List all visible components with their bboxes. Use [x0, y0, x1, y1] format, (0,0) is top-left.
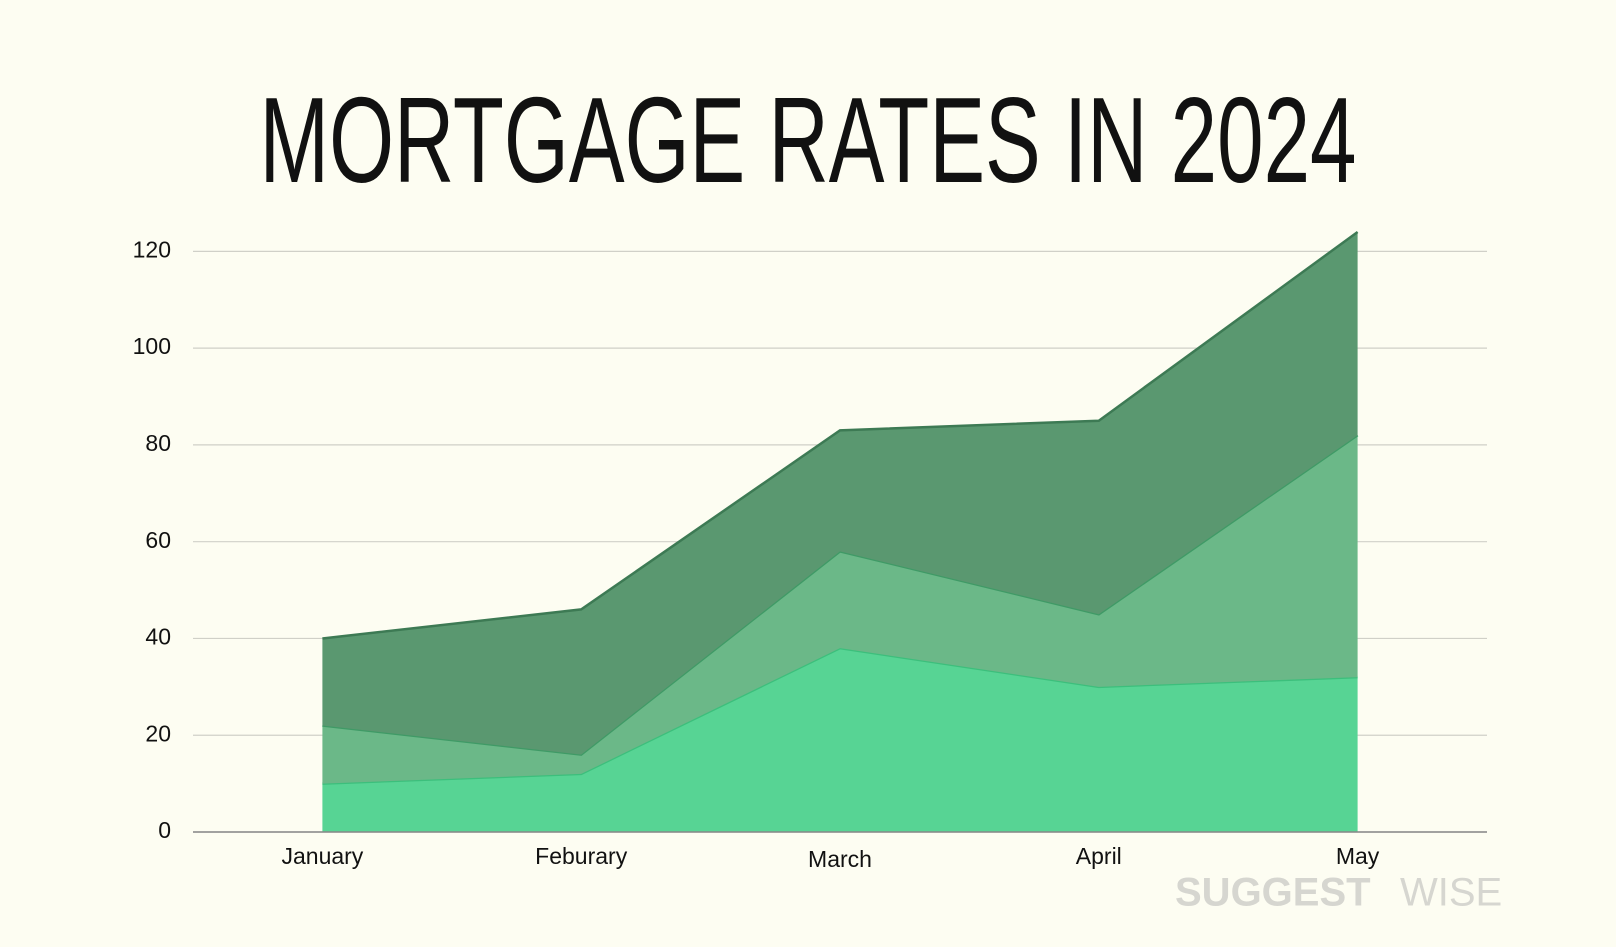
- area-edge: [322, 230, 1359, 640]
- area: [322, 435, 1358, 784]
- area: [322, 648, 1358, 832]
- chart-title: MORTGAGE RATES IN 2024: [260, 72, 1357, 208]
- y-tick-label: 80: [145, 430, 171, 456]
- x-tick-label: March: [808, 846, 872, 872]
- y-tick-label: 0: [158, 817, 171, 843]
- x-tick-label: January: [281, 843, 363, 869]
- y-tick-label: 60: [145, 527, 171, 553]
- y-tick-label: 40: [145, 624, 171, 650]
- area-edge: [322, 434, 1359, 756]
- y-tick-label: 20: [145, 720, 171, 746]
- area: [322, 232, 1358, 755]
- watermark-bold: SUGGEST: [1175, 871, 1371, 915]
- x-tick-label: April: [1076, 843, 1122, 869]
- watermark-light: WISE: [1400, 871, 1502, 915]
- y-tick-label: 120: [133, 236, 171, 262]
- x-tick-label: Feburary: [535, 843, 628, 869]
- y-tick-label: 100: [133, 333, 171, 359]
- x-tick-label: May: [1336, 843, 1380, 869]
- watermark: SUGGEST WISE: [1175, 871, 1502, 915]
